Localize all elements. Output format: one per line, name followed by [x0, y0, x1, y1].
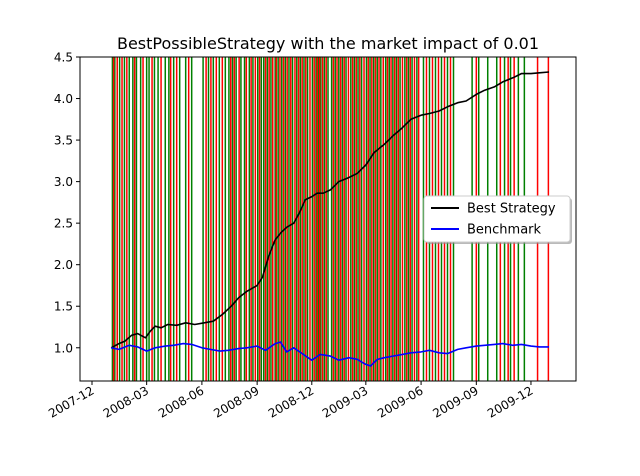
legend-label: Benchmark	[467, 223, 542, 238]
y-tick-label: 2.5	[54, 217, 73, 231]
signal-lines	[111, 57, 550, 381]
y-tick-label: 4.0	[54, 92, 73, 106]
legend-label: Best Strategy	[467, 202, 556, 217]
legend: Best Strategy Benchmark	[423, 195, 572, 244]
chart-title: BestPossibleStrategy with the market imp…	[117, 34, 539, 53]
plot-frame	[79, 56, 577, 382]
y-tick-label: 4.5	[54, 51, 73, 65]
series-lines	[110, 71, 550, 367]
y-tick-label: 3.5	[54, 134, 73, 148]
y-axis: 1.0 1.5 2.0 2.5 3.0 3.5 4.0 4.5	[54, 51, 80, 355]
y-tick-label: 2.0	[54, 258, 73, 272]
legend-box	[423, 195, 571, 243]
series-line-best-strategy	[110, 71, 550, 349]
y-tick-label: 3.0	[54, 175, 73, 189]
y-tick-label: 1.5	[54, 300, 73, 314]
series-line-benchmark	[111, 341, 549, 367]
plot-area	[79, 56, 577, 382]
y-tick-label: 1.0	[54, 341, 73, 355]
